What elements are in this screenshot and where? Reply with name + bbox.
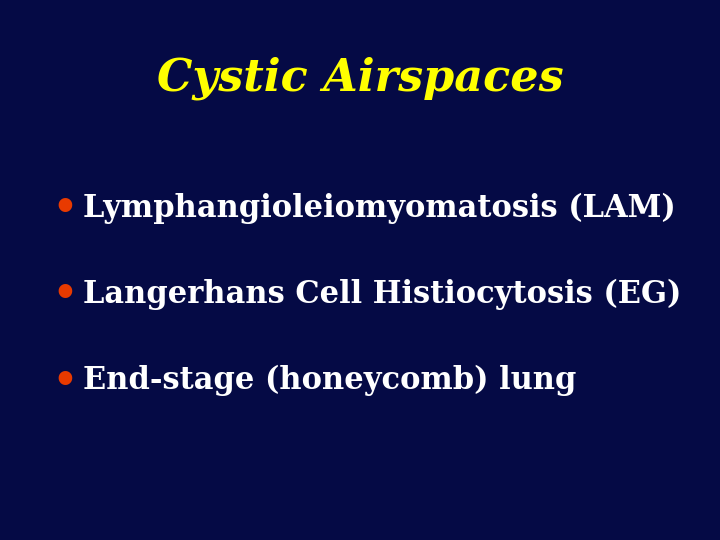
Text: End-stage (honeycomb) lung: End-stage (honeycomb) lung bbox=[83, 365, 576, 396]
Text: •: • bbox=[53, 362, 77, 400]
Text: Langerhans Cell Histiocytosis (EG): Langerhans Cell Histiocytosis (EG) bbox=[83, 279, 681, 310]
Text: Cystic Airspaces: Cystic Airspaces bbox=[157, 57, 563, 100]
Text: Lymphangioleiomyomatosis (LAM): Lymphangioleiomyomatosis (LAM) bbox=[83, 192, 675, 224]
Text: •: • bbox=[53, 189, 77, 227]
Text: •: • bbox=[53, 275, 77, 313]
